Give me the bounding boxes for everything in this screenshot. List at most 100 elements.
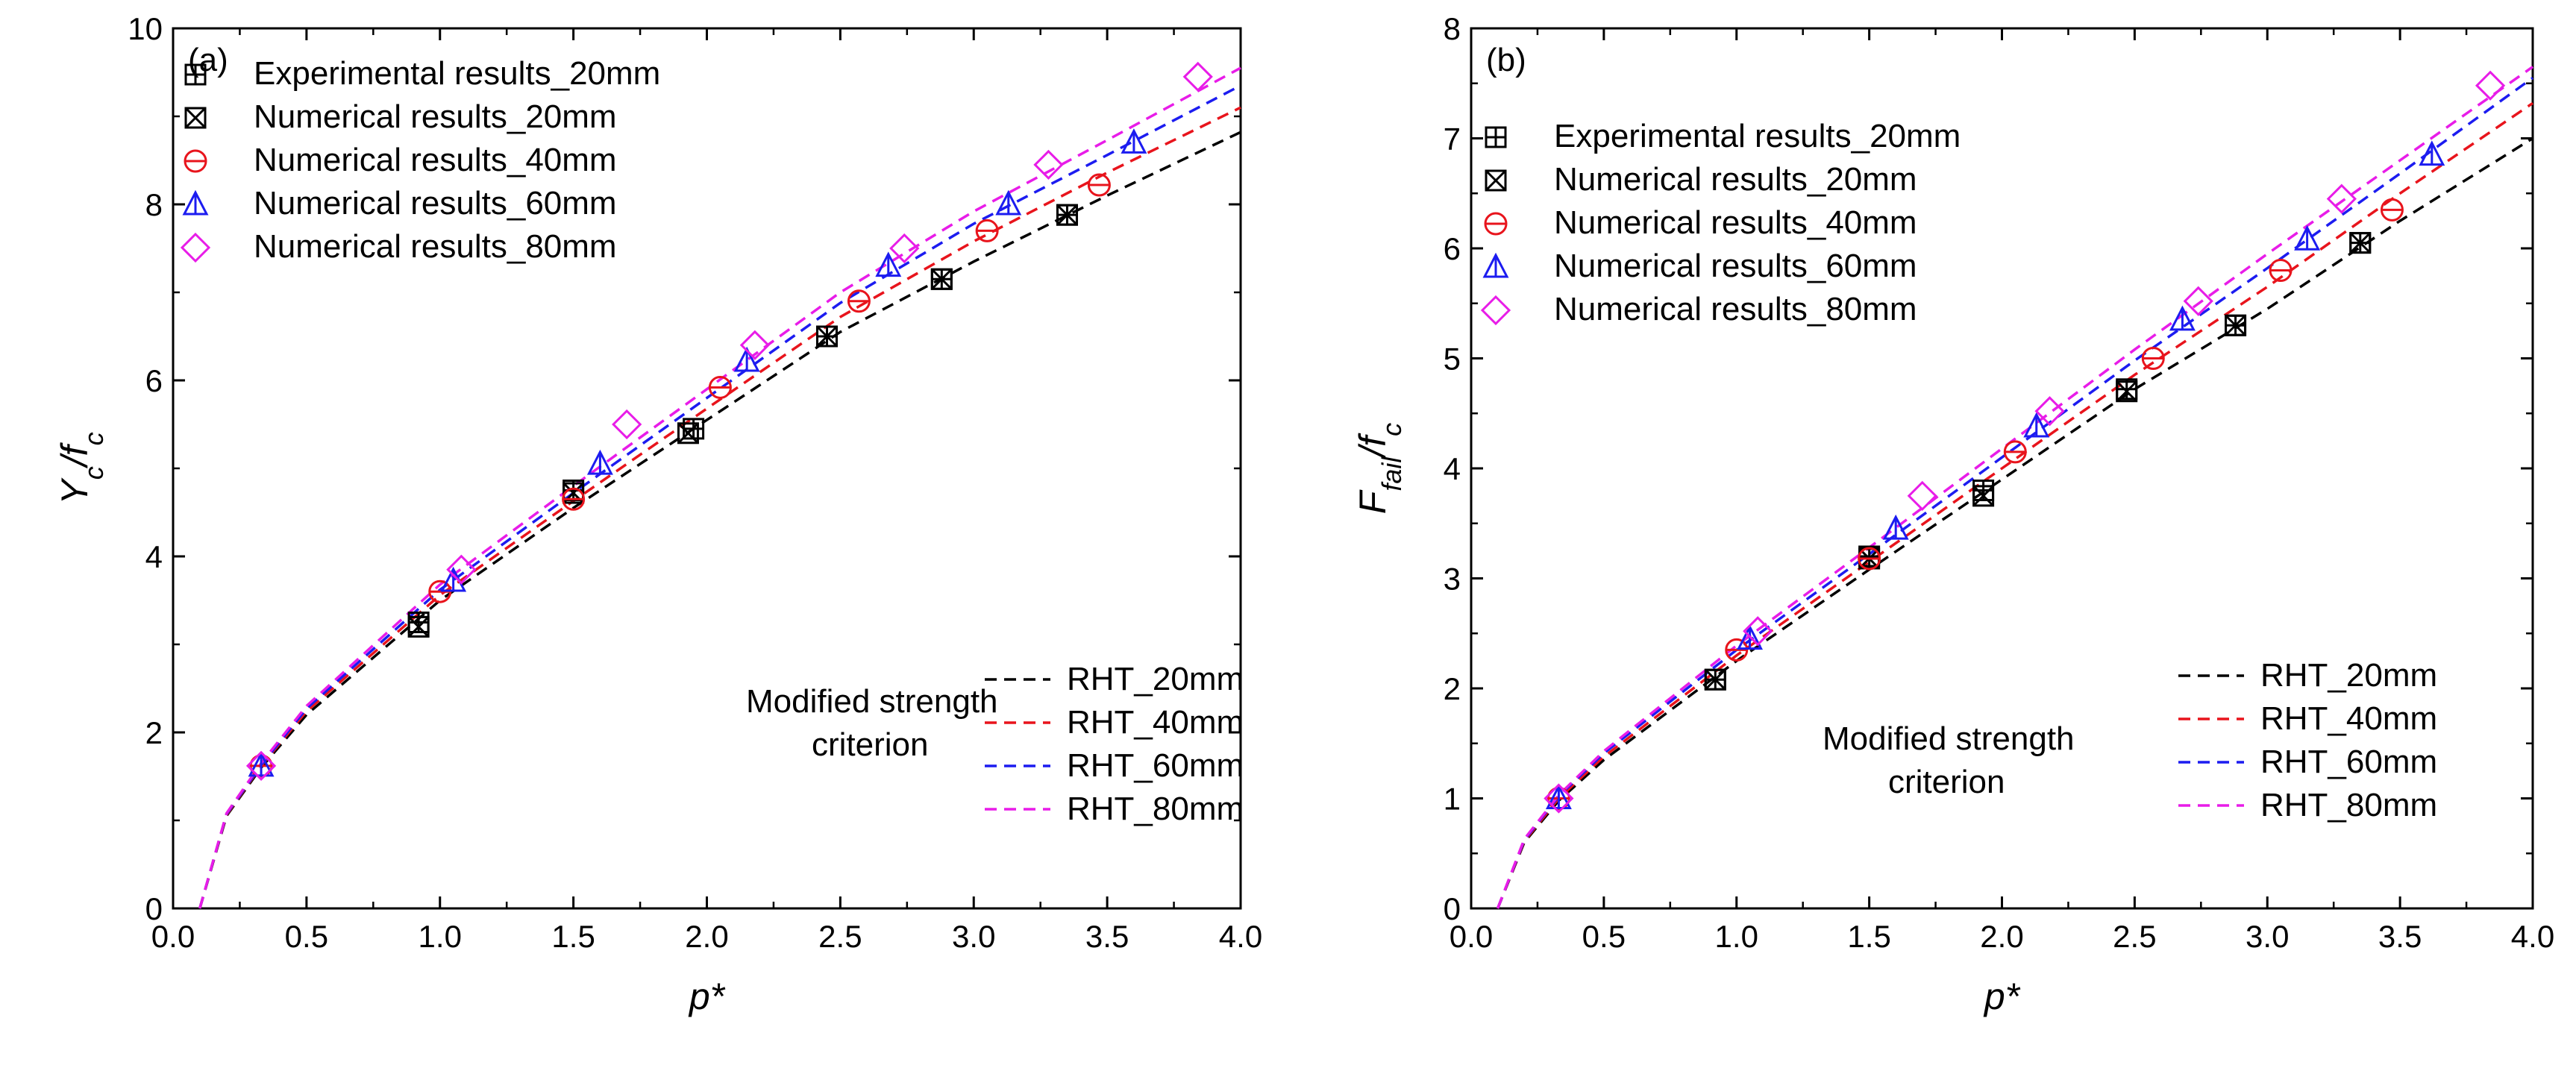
data-point [612, 409, 642, 440]
data-point [2183, 286, 2213, 316]
legend-entry: Numerical results_40mm [254, 142, 617, 178]
criterion-label-line2: criterion [1888, 764, 2005, 800]
x-tick-label: 0.5 [285, 919, 328, 954]
y-axis-label: Ffail/fc [1352, 423, 1407, 514]
legend-entry: RHT_80mm [2260, 787, 2437, 823]
data-point [847, 289, 871, 313]
legend-entry: Numerical results_80mm [1554, 291, 1917, 327]
data-point [2326, 183, 2357, 214]
y-tick-label: 2 [145, 715, 163, 750]
line-legend: RHT_20mm RHT_40mm RHT_60mm RHT_80mm Modified… [1823, 657, 2437, 823]
x-tick-label: 1.0 [1715, 919, 1758, 954]
data-point [1087, 173, 1111, 197]
data-point [2225, 314, 2247, 336]
legend-entry: Numerical results_40mm [1554, 204, 1917, 241]
x-axis-ticks: 0.0 0.5 1.0 1.5 2.0 2.5 3.0 3.5 4.0 [151, 28, 1262, 954]
data-point [739, 330, 771, 360]
data-point [1743, 616, 1773, 647]
data-point [2269, 259, 2293, 282]
legend-entry: Numerical results_60mm [254, 185, 617, 222]
legend-marker [184, 149, 207, 173]
y-tick-label: 3 [1444, 562, 1461, 597]
legend-entry: RHT_20mm [2260, 657, 2437, 694]
data-point [1033, 149, 1064, 180]
criterion-label-line2: criterion [812, 726, 929, 763]
y-tick-label: 4 [1444, 451, 1461, 486]
x-axis-label: p* [1983, 976, 2021, 1017]
data-point [708, 375, 732, 399]
data-point [2294, 224, 2321, 251]
legend-entry: RHT_60mm [1067, 747, 1244, 784]
y-axis-label-part: c [78, 432, 109, 445]
data-point [1704, 668, 1726, 691]
data-point [1972, 485, 1995, 507]
x-tick-label: 0.5 [1582, 919, 1626, 954]
legend-marker [184, 63, 207, 86]
data-point [975, 219, 999, 242]
x-axis-ticks: 0.0 0.5 1.0 1.5 2.0 2.5 3.0 3.5 4.0 [1450, 28, 2554, 954]
data-point [2023, 412, 2050, 438]
data-point [2116, 380, 2138, 403]
y-tick-label: 6 [1444, 231, 1461, 266]
legend-entry: RHT_40mm [2260, 700, 2437, 737]
data-point [677, 422, 699, 445]
legend-entry: Numerical results_60mm [1554, 248, 1917, 284]
y-axis-label-part: /f [54, 442, 95, 468]
x-tick-label: 1.0 [419, 919, 462, 954]
y-tick-label: 10 [128, 11, 163, 46]
data-point [562, 487, 586, 511]
y-tick-label: 6 [145, 363, 163, 398]
legend-entry: RHT_60mm [2260, 744, 2437, 780]
data-point [889, 233, 920, 264]
data-point [586, 449, 613, 475]
y-axis-ticks: 0 1 2 3 4 5 6 7 8 [1444, 11, 2533, 926]
data-point [245, 750, 277, 781]
y-tick-label: 0 [1444, 891, 1461, 926]
x-tick-label: 3.0 [952, 919, 995, 954]
legend-entry: Numerical results_80mm [254, 228, 617, 265]
x-tick-label: 2.0 [1980, 919, 2023, 954]
data-point [1858, 547, 1881, 571]
series-line-rht-60mm [1496, 76, 2534, 909]
x-tick-label: 3.5 [1085, 919, 1129, 954]
criterion-label-line1: Modified strength [1823, 720, 2075, 757]
panel-b-chart: 0.0 0.5 1.0 1.5 2.0 2.5 3.0 3.5 4.0 0 1 2 3 4 5 6 7 8 p* Ff… [1352, 11, 2554, 1017]
legend-marker [1480, 295, 1511, 326]
x-tick-label: 1.5 [551, 919, 595, 954]
series-line-rht-80mm [198, 66, 1241, 909]
y-tick-label: 4 [145, 539, 163, 574]
data-point [407, 615, 430, 638]
y-axis-label-part: fail [1376, 456, 1407, 491]
data-point [1725, 638, 1749, 662]
legend-marker [182, 189, 209, 216]
data-point [2003, 440, 2027, 464]
data-point [875, 251, 902, 277]
legend-entry: Experimental results_20mm [254, 55, 660, 92]
data-point [995, 189, 1022, 216]
x-tick-label: 0.0 [1450, 919, 1493, 954]
y-tick-label: 8 [145, 187, 163, 222]
legend-marker [1485, 126, 1507, 148]
y-axis-label-part: c [78, 466, 109, 480]
y-axis-label-part: /f [1352, 433, 1394, 459]
legend-entry: Experimental results_20mm [1554, 118, 1961, 154]
y-tick-label: 5 [1444, 342, 1461, 377]
data-point [1182, 61, 1213, 92]
x-tick-label: 3.0 [2246, 919, 2289, 954]
scatter-markers [245, 61, 1213, 781]
data-point [2141, 347, 2165, 370]
y-tick-label: 7 [1444, 122, 1461, 157]
legend-entry: RHT_20mm [1067, 661, 1244, 697]
y-axis-label: Yc/fc [54, 432, 109, 504]
y-tick-label: 8 [1444, 11, 1461, 46]
data-point [1544, 783, 1574, 814]
panel-label: (a) [188, 42, 228, 78]
scatter-legend: Experimental results_20mm Numerical resul… [1480, 118, 1961, 327]
legend-marker [1482, 252, 1509, 278]
legend-entry: Numerical results_20mm [1554, 161, 1917, 198]
y-axis-label-part: F [1352, 489, 1394, 514]
data-point [1882, 514, 1909, 540]
scatter-markers [1544, 70, 2506, 814]
data-point [2169, 305, 2196, 331]
